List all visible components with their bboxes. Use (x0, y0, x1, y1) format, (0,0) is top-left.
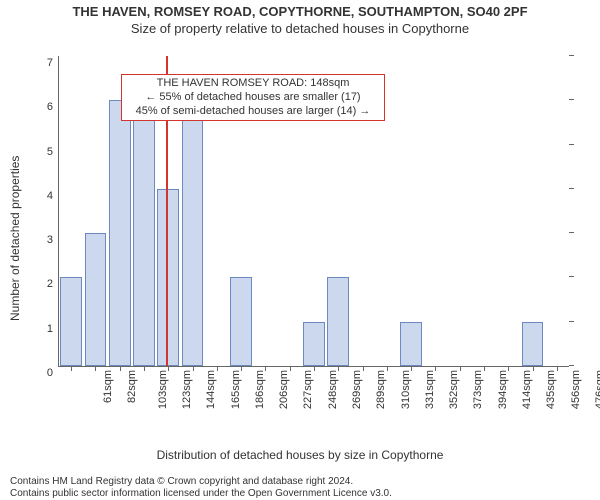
y-tick-label: 1 (47, 323, 53, 335)
annotation-line: 45% of semi-detached houses are larger (… (126, 105, 380, 119)
bar (327, 277, 349, 366)
annotation-line: ← 55% of detached houses are smaller (17… (126, 91, 380, 105)
chart-title: THE HAVEN, ROMSEY ROAD, COPYTHORNE, SOUT… (0, 4, 600, 19)
x-tick-mark (363, 366, 364, 371)
x-tick-label: 269sqm (351, 370, 363, 409)
y-tick-label: 3 (47, 234, 53, 246)
y-tick-mark (569, 365, 574, 366)
x-tick-mark (168, 366, 169, 371)
x-tick-mark (290, 366, 291, 371)
x-tick-mark (95, 366, 96, 371)
x-tick-mark (435, 366, 436, 371)
x-tick-mark (411, 366, 412, 371)
y-tick-mark (569, 188, 574, 189)
y-tick-mark (569, 276, 574, 277)
x-axis-label: Distribution of detached houses by size … (0, 448, 600, 462)
x-tick-label: 61sqm (102, 370, 114, 403)
y-tick-mark (569, 232, 574, 233)
x-tick-label: 476sqm (594, 370, 600, 409)
x-tick-label: 435sqm (545, 370, 557, 409)
x-tick-label: 310sqm (400, 370, 412, 409)
x-tick-mark (484, 366, 485, 371)
x-tick-label: 352sqm (448, 370, 460, 409)
y-axis-label: Number of detached properties (8, 156, 22, 321)
x-tick-label: 82sqm (126, 370, 138, 403)
x-tick-label: 123sqm (181, 370, 193, 409)
x-tick-mark (144, 366, 145, 371)
bar (400, 322, 422, 366)
x-tick-label: 394sqm (497, 370, 509, 409)
bar (85, 233, 107, 366)
footer-line-1: Contains HM Land Registry data © Crown c… (10, 476, 392, 488)
bar (182, 100, 204, 366)
x-tick-mark (120, 366, 121, 371)
x-tick-mark (193, 366, 194, 371)
x-tick-mark (387, 366, 388, 371)
x-tick-mark (217, 366, 218, 371)
x-tick-label: 414sqm (521, 370, 533, 409)
x-tick-mark (508, 366, 509, 371)
y-tick-mark (569, 99, 574, 100)
bar (60, 277, 82, 366)
x-tick-label: 144sqm (205, 370, 217, 409)
y-tick-label: 0 (47, 367, 53, 379)
x-tick-label: 331sqm (424, 370, 436, 409)
bar (303, 322, 325, 366)
bar (109, 100, 131, 366)
x-tick-label: 289sqm (375, 370, 387, 409)
x-tick-mark (338, 366, 339, 371)
x-tick-mark (265, 366, 266, 371)
x-tick-mark (241, 366, 242, 371)
plot-area: 0123456761sqm82sqm103sqm123sqm144sqm165s… (58, 56, 569, 367)
x-tick-label: 186sqm (254, 370, 266, 409)
x-tick-label: 227sqm (303, 370, 315, 409)
footer-line-2: Contains public sector information licen… (10, 488, 392, 500)
y-tick-label: 5 (47, 146, 53, 158)
y-tick-mark (569, 144, 574, 145)
x-tick-label: 165sqm (230, 370, 242, 409)
y-tick-label: 7 (47, 57, 53, 69)
bar (133, 100, 155, 366)
x-tick-mark (71, 366, 72, 371)
x-tick-label: 456sqm (570, 370, 582, 409)
footer-attribution: Contains HM Land Registry data © Crown c… (10, 476, 392, 500)
y-tick-label: 4 (47, 190, 53, 202)
y-tick-label: 6 (47, 101, 53, 113)
x-tick-mark (557, 366, 558, 371)
bar (230, 277, 252, 366)
y-tick-mark (569, 321, 574, 322)
annotation-line: THE HAVEN ROMSEY ROAD: 148sqm (126, 77, 380, 91)
annotation-box: THE HAVEN ROMSEY ROAD: 148sqm← 55% of de… (121, 74, 385, 121)
x-tick-mark (460, 366, 461, 371)
x-tick-label: 103sqm (157, 370, 169, 409)
chart-container: { "title": "THE HAVEN, ROMSEY ROAD, COPY… (0, 4, 600, 500)
y-tick-label: 2 (47, 278, 53, 290)
x-tick-label: 373sqm (473, 370, 485, 409)
chart-subtitle: Size of property relative to detached ho… (0, 21, 600, 36)
y-tick-mark (569, 55, 574, 56)
bar (522, 322, 544, 366)
bar (157, 189, 179, 366)
x-tick-label: 206sqm (278, 370, 290, 409)
x-tick-mark (533, 366, 534, 371)
x-tick-mark (314, 366, 315, 371)
chart-area: 0123456761sqm82sqm103sqm123sqm144sqm165s… (58, 56, 578, 416)
x-tick-label: 248sqm (327, 370, 339, 409)
